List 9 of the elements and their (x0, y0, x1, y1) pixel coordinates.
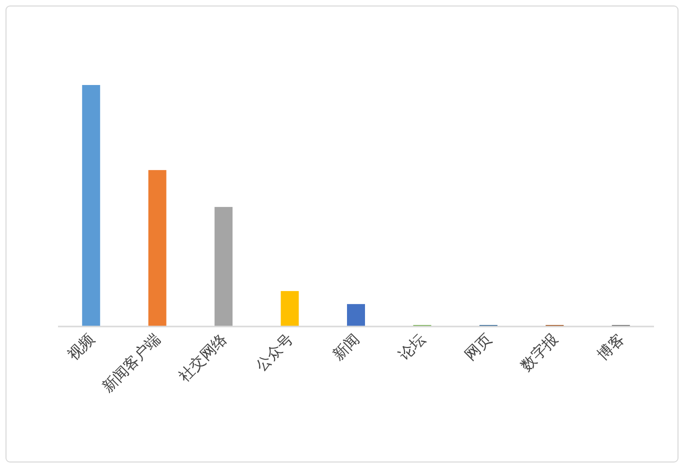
x-tick-label: 博客 (594, 330, 628, 364)
x-tick-label: 数字报 (516, 330, 562, 375)
x-tick-label: 公众号 (252, 330, 297, 375)
x-tick-label: 新闻 (328, 330, 363, 364)
x-tick-label: 网页 (461, 330, 496, 364)
x-tick-label: 论坛 (395, 330, 430, 364)
x-tick-label: 视频 (64, 330, 98, 364)
x-tick-label: 新闻客户端 (98, 330, 164, 396)
x-tick-label: 社交网络 (175, 330, 230, 386)
